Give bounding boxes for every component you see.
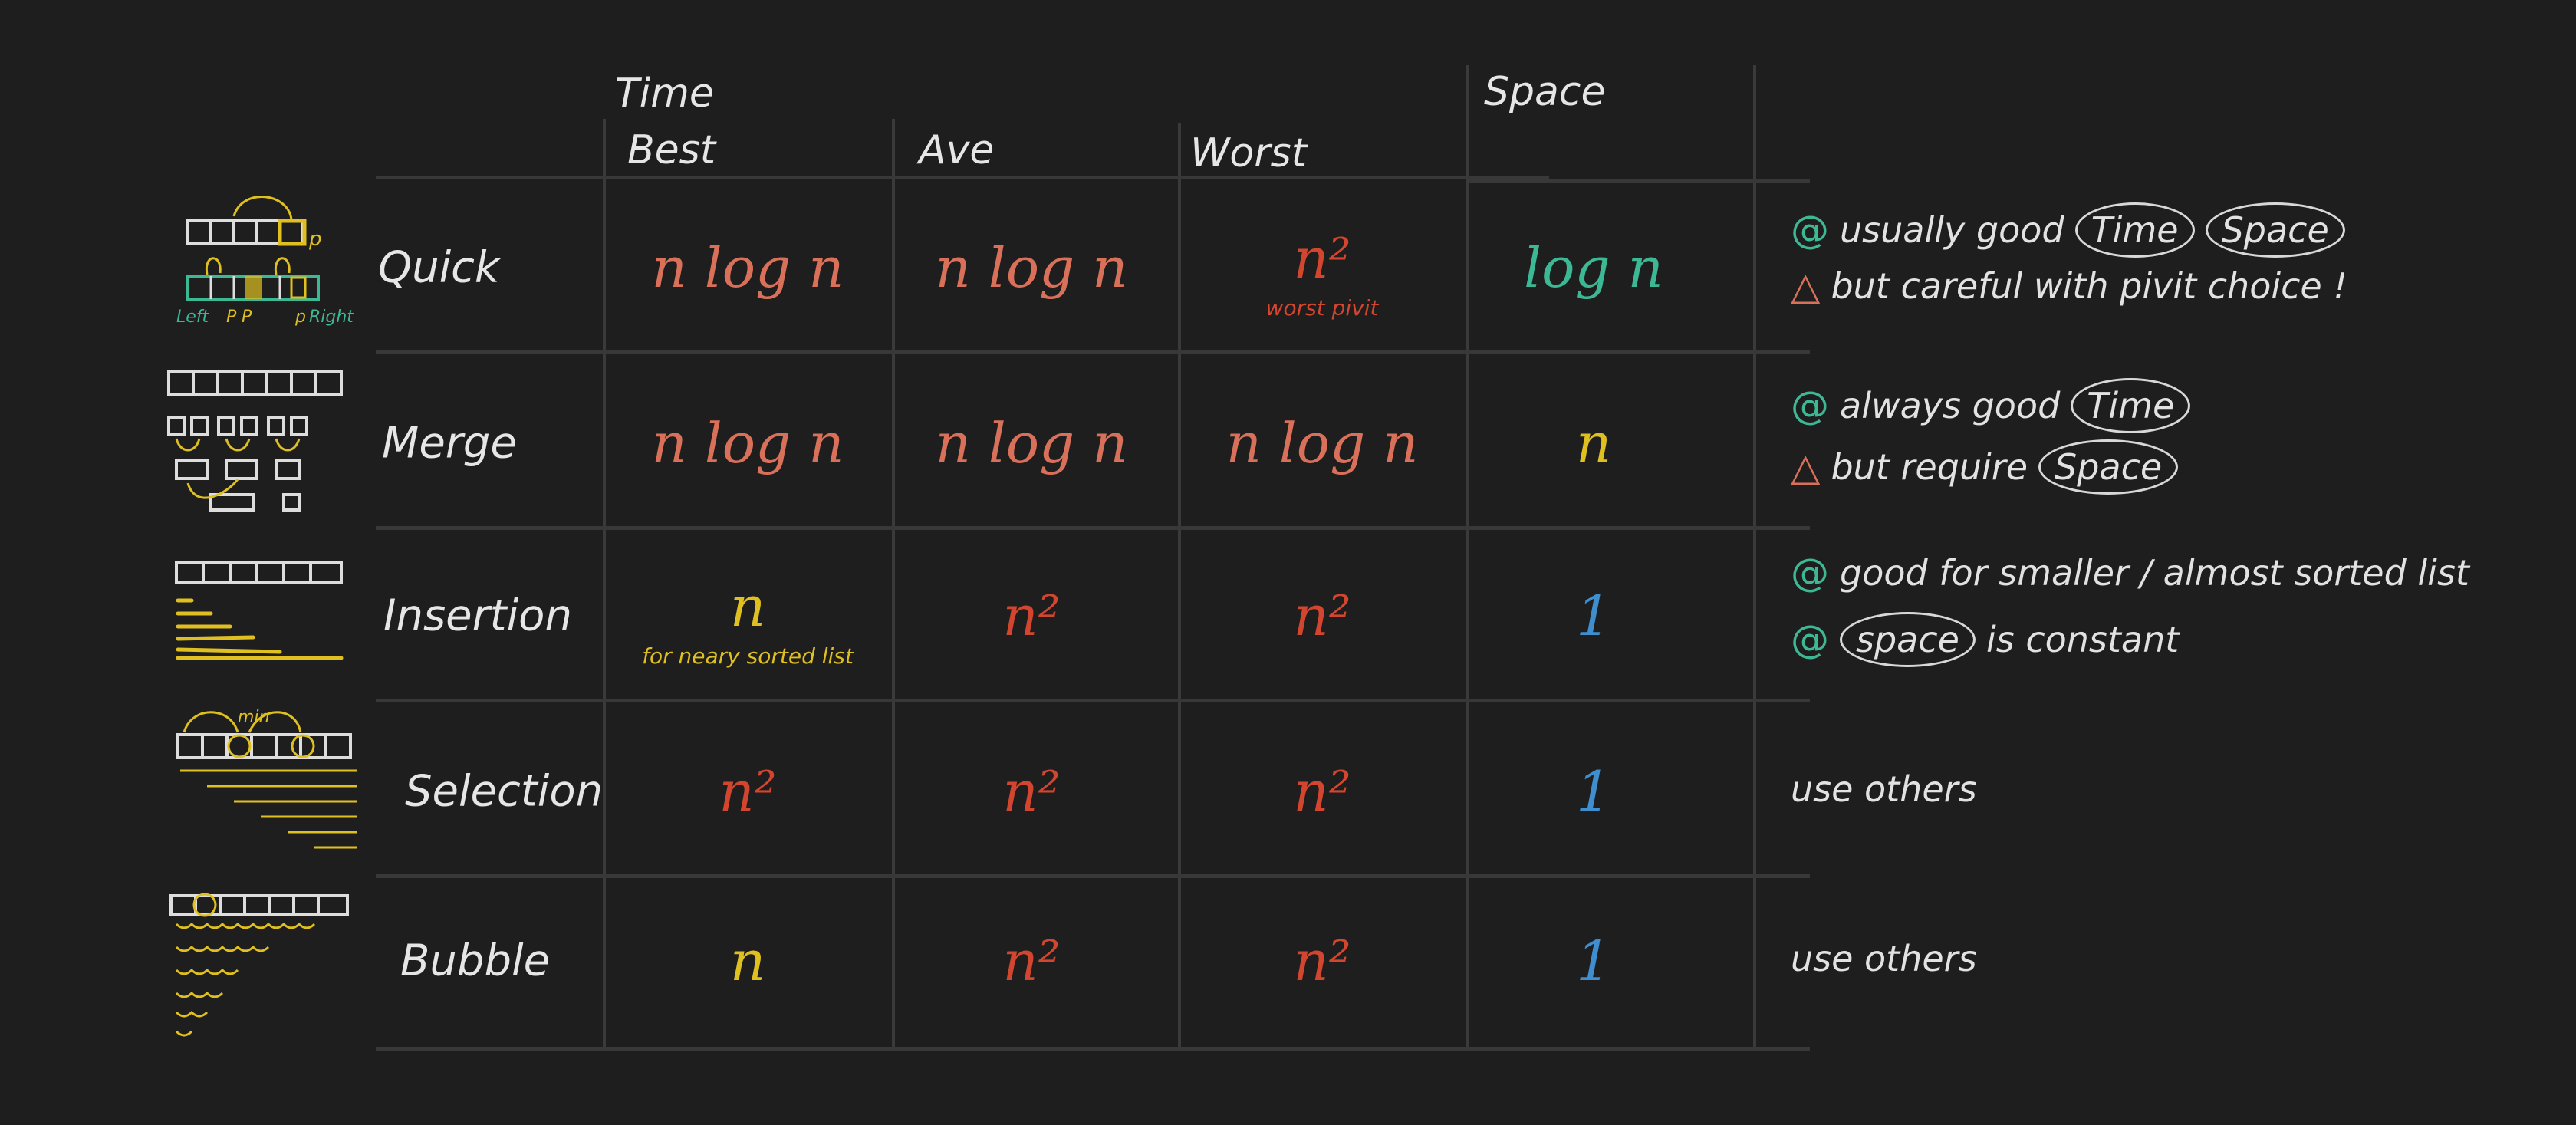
row-label-selection: Selection <box>405 766 604 817</box>
quick-pivot-label: p <box>308 228 322 251</box>
quick-p-label: P <box>242 308 252 327</box>
cell-worst: n² <box>1293 226 1351 291</box>
cell-best: n <box>729 574 766 639</box>
cell-ave: n log n <box>935 235 1128 300</box>
circled-keyword: Space <box>2038 439 2179 495</box>
row-label-bubble: Bubble <box>400 936 551 986</box>
cell-worst: n log n <box>1225 411 1419 475</box>
header-time: Time <box>615 71 714 117</box>
selection-min-label: min <box>238 708 270 727</box>
note-text: but careful with pivit choice ! <box>1831 265 2347 307</box>
insertion-sort-sketch <box>175 561 344 660</box>
row-label-quick: Quick <box>378 242 500 293</box>
cell-best: n log n <box>651 235 844 300</box>
note-text: good for smaller / almost sorted list <box>1840 552 2469 594</box>
note-text: use others <box>1791 768 1977 810</box>
note-line: @ always good Time <box>1791 378 2191 433</box>
note-text: use others <box>1791 938 1977 979</box>
check-mark-icon: @ <box>1791 208 1829 252</box>
cell-ave: n² <box>1002 929 1061 993</box>
note-line: use others <box>1791 938 1977 979</box>
circled-keyword: space <box>1840 612 1976 667</box>
note-line: △ but careful with pivit choice ! <box>1791 264 2347 308</box>
header-space: Space <box>1484 69 1606 115</box>
warning-triangle-icon: △ <box>1791 264 1821 308</box>
cell-best: n log n <box>651 411 844 475</box>
grid-line-row-2 <box>376 526 1810 530</box>
header-best: Best <box>627 127 716 173</box>
cell-space: 1 <box>1576 584 1611 648</box>
cell-worst: n² <box>1293 759 1351 824</box>
grid-line-space-right <box>1753 65 1756 1048</box>
grid-line-header <box>376 176 1549 179</box>
quick-sort-sketch: p Left P P p Right <box>176 196 354 327</box>
note-line: use others <box>1791 768 1977 810</box>
grid-line-best-left <box>603 119 606 1048</box>
cell-space: log n <box>1524 235 1663 300</box>
note-text: always good <box>1840 385 2061 426</box>
cell-space: 1 <box>1576 929 1611 993</box>
grid-line-worst-left <box>1178 123 1181 1048</box>
cell-worst: n² <box>1293 584 1351 648</box>
row-label-merge: Merge <box>382 418 517 469</box>
check-mark-icon: @ <box>1791 551 1829 595</box>
cell-ave: n² <box>1002 584 1061 648</box>
grid-line-ave-left <box>892 119 895 1048</box>
cell-space: n <box>1575 411 1612 475</box>
check-mark-icon: @ <box>1791 617 1829 662</box>
merge-sort-sketch <box>167 370 343 512</box>
grid-line-row-3 <box>376 699 1810 702</box>
cell-note-best: for neary sorted list <box>642 643 854 669</box>
note-text: but require <box>1831 446 2028 488</box>
quick-right-label: Right <box>309 308 354 327</box>
circled-keyword: Time <box>2071 378 2191 433</box>
header-worst: Worst <box>1190 130 1308 176</box>
note-text: is constant <box>1985 619 2180 660</box>
warning-triangle-icon: △ <box>1791 445 1821 489</box>
cell-ave: n² <box>1002 759 1061 824</box>
note-text: usually good <box>1840 209 2064 251</box>
note-line: △ but require Space <box>1791 439 2179 495</box>
quick-p-label: p <box>294 308 306 327</box>
circled-keyword: Space <box>2205 202 2345 258</box>
note-line: @ good for smaller / almost sorted list <box>1791 551 2469 595</box>
check-mark-icon: @ <box>1791 383 1829 428</box>
cell-best: n <box>729 929 766 993</box>
cell-note-worst: worst pivit <box>1265 295 1379 321</box>
quick-left-label: Left <box>176 308 210 327</box>
bubble-sort-sketch <box>169 893 349 1037</box>
header-ave: Ave <box>919 127 995 173</box>
note-line: @ usually good Time Space <box>1791 202 2345 258</box>
note-line: @ space is constant <box>1791 612 2179 667</box>
quick-p-label: P <box>226 308 237 327</box>
circled-keyword: Time <box>2074 202 2195 258</box>
grid-line-row-5 <box>376 1047 1810 1051</box>
cell-worst: n² <box>1293 929 1351 993</box>
cell-best: n² <box>719 759 777 824</box>
grid-line-row-4 <box>376 874 1810 878</box>
grid-line-header-space <box>1469 179 1810 183</box>
selection-sort-sketch: min <box>176 708 357 849</box>
grid-line-row-1 <box>376 350 1810 354</box>
cell-space: 1 <box>1576 759 1611 824</box>
cell-ave: n log n <box>935 411 1128 475</box>
grid-line-space-left <box>1466 65 1469 1048</box>
row-label-insertion: Insertion <box>383 590 572 641</box>
